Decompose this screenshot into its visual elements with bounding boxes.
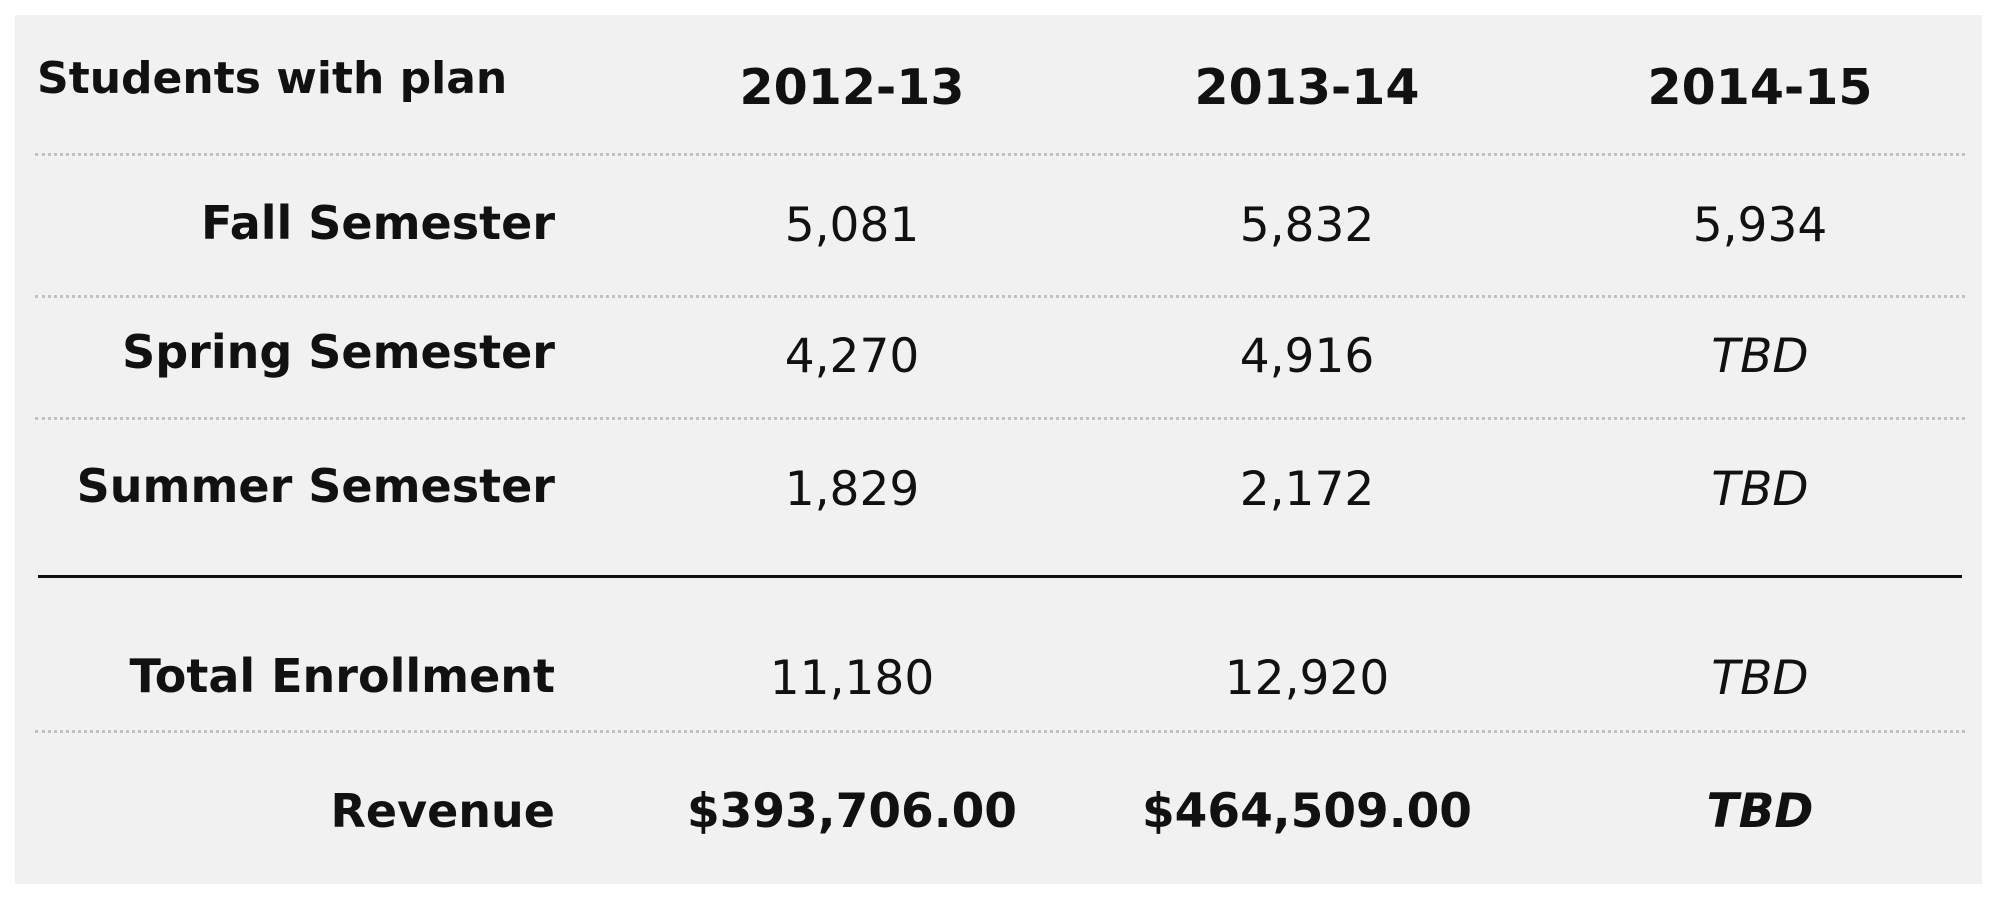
cell-value: 12,920 bbox=[1224, 651, 1390, 706]
cell-value: 4,270 bbox=[784, 329, 920, 384]
table-row: Summer Semester bbox=[35, 463, 555, 523]
cell-value: 5,934 bbox=[1692, 198, 1828, 253]
enrollment-table: Students with plan 2012-13 2013-14 2014-… bbox=[15, 15, 1982, 884]
cell-value: 2,172 bbox=[1239, 462, 1375, 517]
cell-value: 11,180 bbox=[769, 651, 935, 706]
row-divider bbox=[35, 730, 1965, 733]
row-divider bbox=[35, 295, 1965, 298]
row-divider bbox=[35, 153, 1965, 156]
table-row: Fall Semester bbox=[35, 200, 555, 260]
cell-value: 1,829 bbox=[784, 462, 920, 517]
header-year-2012-13: 2012-13 bbox=[739, 59, 965, 116]
header-year-2014-15: 2014-15 bbox=[1647, 59, 1873, 116]
cell-value: 4,916 bbox=[1239, 329, 1375, 384]
cell-value-tbd: TBD bbox=[1706, 784, 1814, 839]
cell-value-revenue: $393,706.00 bbox=[686, 784, 1018, 839]
header-row-label: Students with plan bbox=[37, 53, 508, 104]
row-label: Spring Semester bbox=[122, 325, 555, 379]
row-label: Summer Semester bbox=[76, 459, 555, 513]
cell-value: 5,081 bbox=[784, 198, 920, 253]
table-row: Spring Semester bbox=[35, 329, 555, 389]
row-label: Revenue bbox=[330, 784, 556, 838]
cell-value: 5,832 bbox=[1239, 198, 1375, 253]
cell-value-tbd: TBD bbox=[1711, 462, 1809, 517]
row-label: Total Enrollment bbox=[129, 649, 555, 703]
cell-value-tbd: TBD bbox=[1711, 329, 1809, 384]
table-row: Total Enrollment bbox=[35, 653, 555, 713]
cell-value-revenue: $464,509.00 bbox=[1141, 784, 1473, 839]
row-label: Fall Semester bbox=[200, 196, 555, 250]
row-divider bbox=[35, 417, 1965, 420]
header-year-2013-14: 2013-14 bbox=[1194, 59, 1420, 116]
cell-value-tbd: TBD bbox=[1711, 651, 1809, 706]
total-separator bbox=[38, 575, 1962, 578]
table-row: Revenue bbox=[35, 784, 556, 848]
